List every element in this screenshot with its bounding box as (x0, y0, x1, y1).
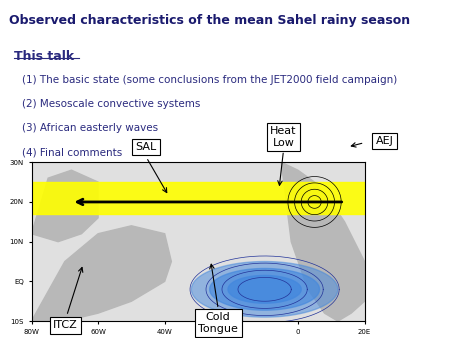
Text: ITCZ: ITCZ (53, 320, 77, 330)
Text: Observed characteristics of the mean Sahel rainy season: Observed characteristics of the mean Sah… (9, 14, 410, 27)
Polygon shape (68, 214, 75, 220)
Text: (2) Mesoscale convective systems: (2) Mesoscale convective systems (22, 99, 201, 109)
Polygon shape (32, 226, 171, 321)
Text: (1) The basic state (some conclusions from the JET2000 field campaign): (1) The basic state (some conclusions fr… (22, 75, 398, 84)
Text: AEJ: AEJ (376, 136, 394, 146)
Polygon shape (191, 262, 338, 317)
Text: SAL: SAL (135, 142, 157, 152)
Text: Cold
Tongue: Cold Tongue (198, 312, 238, 334)
Text: (3) African easterly waves: (3) African easterly waves (22, 123, 158, 133)
Polygon shape (45, 198, 51, 204)
Text: This talk: This talk (14, 50, 74, 63)
Polygon shape (210, 268, 320, 310)
Polygon shape (75, 218, 81, 224)
Text: Heat
Low: Heat Low (270, 126, 297, 148)
Text: (4) Final comments: (4) Final comments (22, 148, 123, 158)
Polygon shape (281, 162, 364, 321)
Polygon shape (228, 275, 301, 303)
Polygon shape (55, 206, 62, 212)
Bar (32, 182, 364, 214)
Polygon shape (32, 170, 98, 242)
